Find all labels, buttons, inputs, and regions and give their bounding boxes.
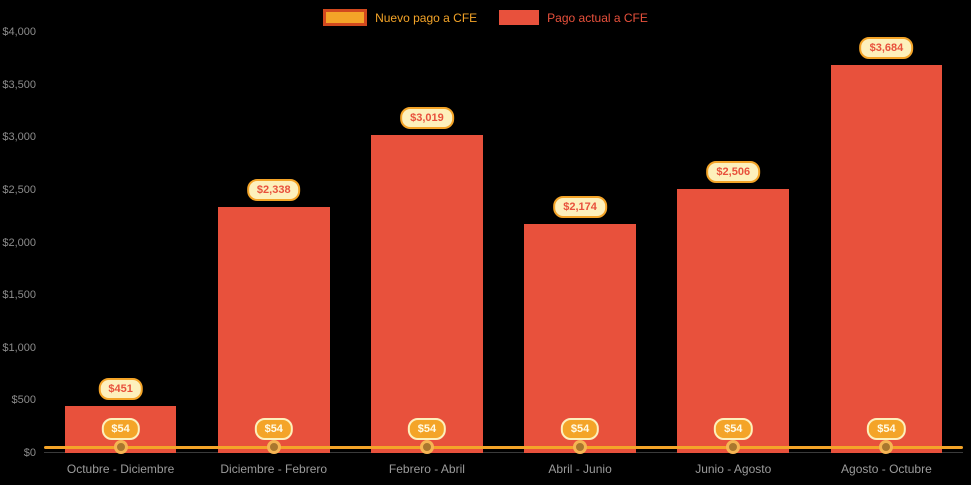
y-axis-label: $3,500	[2, 78, 36, 91]
x-axis-label: Abril - Junio	[548, 462, 612, 476]
x-axis-label: Junio - Agosto	[695, 462, 772, 476]
bar-value-label: $3,684	[859, 37, 914, 60]
y-axis-label: $1,000	[2, 341, 36, 354]
line-point[interactable]	[419, 440, 434, 455]
bar-value-label: $2,506	[706, 161, 761, 184]
bar-value-label: $2,174	[553, 196, 607, 219]
bar-pago-actual[interactable]	[371, 135, 483, 453]
y-axis-label: $0	[23, 447, 36, 459]
x-axis-label: Febrero - Abril	[388, 462, 465, 476]
bar-pago-actual[interactable]	[217, 206, 330, 453]
plot-area: $451 $2,338 $3,019 $2,174 $2,506 $3,684 $54 $54…	[44, 32, 963, 455]
y-axis-label: $3,000	[2, 131, 36, 144]
x-axis-label: Agosto - Octubre	[841, 462, 932, 476]
legend-item-pago-actual[interactable]: Pago actual a CFE	[499, 10, 648, 25]
line-value-label: $54	[867, 418, 906, 441]
chart-legend: Nuevo pago a CFE Pago actual a CFE	[0, 9, 971, 26]
line-point[interactable]	[573, 440, 588, 455]
bar-pago-actual[interactable]	[524, 224, 636, 453]
bar-value-label: $451	[98, 377, 143, 400]
line-value-label: $54	[560, 418, 600, 441]
y-axis-label: $1,500	[2, 289, 36, 302]
line-point[interactable]	[113, 440, 128, 455]
line-value-label: $54	[714, 418, 753, 441]
bar-value-label: $3,019	[400, 107, 454, 130]
y-axis-label: $500	[11, 394, 36, 407]
legend-label-nuevo-pago: Nuevo pago a CFE	[375, 10, 478, 25]
x-axis: Octubre - Diciembre Diciembre - Febrero Fe…	[44, 462, 963, 482]
line-nuevo-pago	[44, 446, 963, 450]
line-point[interactable]	[266, 440, 281, 455]
x-axis-baseline	[44, 452, 963, 453]
legend-swatch-pago-actual	[499, 10, 540, 25]
y-axis-label: $4,000	[2, 26, 36, 38]
bar-pago-actual[interactable]	[830, 65, 943, 453]
bar-pago-actual[interactable]	[677, 189, 790, 453]
y-axis: $0 $500 $1,000 $1,500 $2,000 $2,500 $3,000 $3,5…	[0, 26, 38, 459]
line-value-label: $54	[101, 418, 140, 441]
line-value-label: $54	[254, 418, 293, 441]
legend-item-nuevo-pago[interactable]: Nuevo pago a CFE	[323, 9, 477, 26]
legend-swatch-nuevo-pago	[323, 9, 368, 26]
legend-label-pago-actual: Pago actual a CFE	[547, 10, 648, 25]
y-axis-label: $2,000	[2, 236, 36, 249]
x-axis-label: Diciembre - Febrero	[220, 462, 328, 476]
y-axis-label: $2,500	[2, 183, 36, 196]
x-axis-label: Octubre - Diciembre	[66, 462, 175, 476]
line-point[interactable]	[726, 440, 741, 455]
line-point[interactable]	[879, 440, 894, 455]
line-value-label: $54	[407, 418, 447, 441]
bar-value-label: $2,338	[246, 178, 301, 201]
